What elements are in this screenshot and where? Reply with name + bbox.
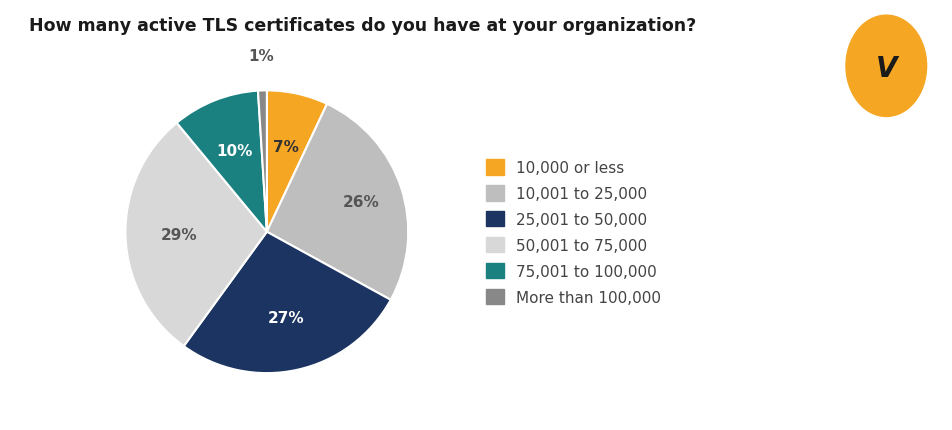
Circle shape: [845, 16, 925, 117]
Text: 27%: 27%: [268, 310, 304, 325]
Legend: 10,000 or less, 10,001 to 25,000, 25,001 to 50,000, 50,001 to 75,000, 75,001 to : 10,000 or less, 10,001 to 25,000, 25,001…: [479, 154, 666, 311]
Wedge shape: [267, 91, 327, 232]
Text: How many active TLS certificates do you have at your organization?: How many active TLS certificates do you …: [29, 17, 695, 35]
Wedge shape: [176, 92, 267, 232]
Text: 1%: 1%: [248, 49, 274, 64]
Text: 7%: 7%: [272, 139, 299, 154]
Wedge shape: [126, 123, 267, 346]
Text: 10%: 10%: [216, 144, 252, 158]
Text: 26%: 26%: [342, 194, 379, 209]
Wedge shape: [267, 104, 407, 300]
Text: V: V: [875, 55, 896, 83]
Text: 29%: 29%: [161, 227, 197, 243]
Wedge shape: [258, 91, 267, 232]
Wedge shape: [184, 232, 390, 373]
